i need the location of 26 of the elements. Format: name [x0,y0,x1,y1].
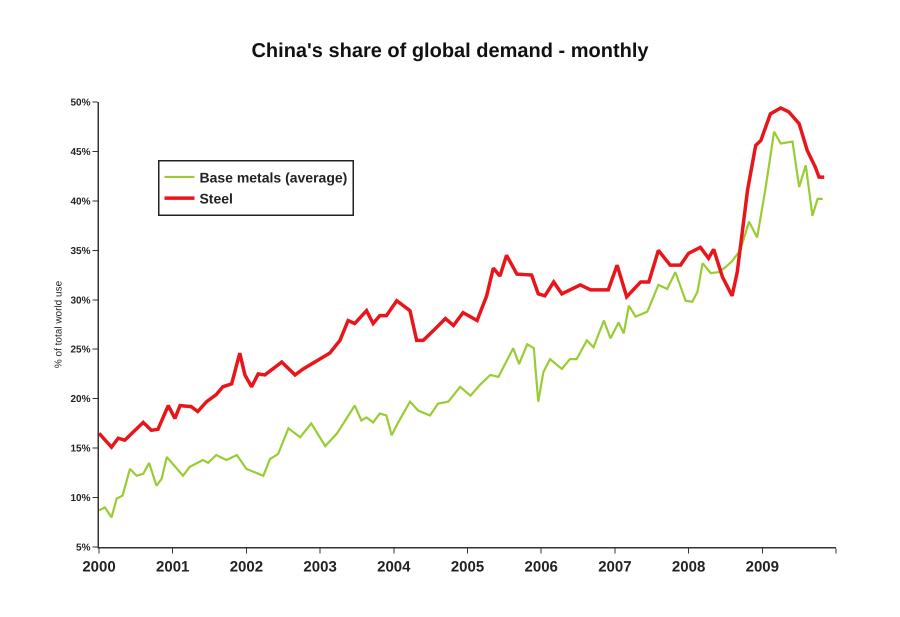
x-tick-label: 2005 [450,558,484,576]
x-tick-label: 2001 [156,558,190,576]
legend-label: Steel [199,190,233,207]
x-tick-label: 2003 [303,558,337,576]
y-tick-label: 10% [70,493,91,504]
x-tick-label: 2006 [524,558,558,576]
x-tick-label: 2004 [377,558,412,576]
line-series [99,130,824,518]
y-axis-title: % of total world use [54,280,65,368]
x-tick-label: 2008 [672,558,706,576]
y-tick-label: 30% [70,295,91,306]
y-tick-label: 25% [70,344,91,356]
y-tick-label: 45% [70,146,91,158]
y-tick-label: 50% [70,98,91,108]
x-tick-label: 2007 [598,558,632,576]
line-series [99,106,826,449]
y-tick-label: 20% [70,394,91,406]
chart-title: China's share of global demand - monthly [251,40,650,62]
legend-label: Base metals (average) [199,169,348,186]
x-tick-label: 2002 [230,558,264,576]
x-tick-label: 2009 [746,558,779,576]
y-tick-label: 15% [70,444,91,455]
y-tick-label: 35% [70,246,91,257]
x-tick-label: 2000 [82,558,116,576]
y-tick-label: 5% [76,542,91,554]
y-tick-label: 40% [70,196,91,208]
